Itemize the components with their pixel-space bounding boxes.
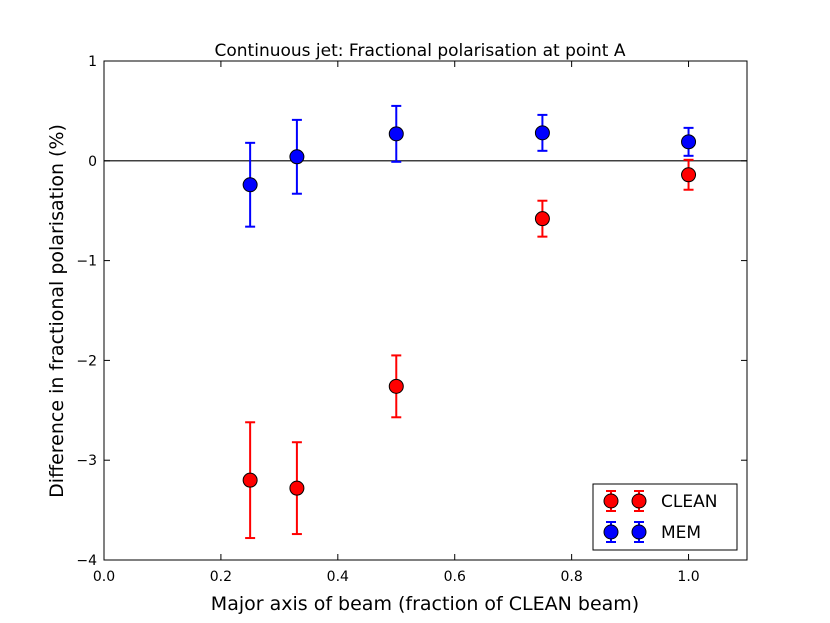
mem-data-point [388, 126, 404, 142]
legend-box [592, 483, 738, 551]
y-tick-label: 0 [88, 154, 97, 170]
clean-legend-marker [631, 493, 647, 509]
clean-legend-label: CLEAN [661, 492, 717, 512]
y-tick-label: −4 [76, 553, 97, 569]
x-tick-label: 0.2 [210, 569, 232, 585]
x-tick-label: 0.8 [561, 569, 583, 585]
chart-title: Continuous jet: Fractional polarisation … [215, 41, 626, 61]
y-tick-label: 1 [88, 54, 97, 70]
mem-data-point [681, 134, 697, 150]
y-tick-label: −2 [76, 353, 97, 369]
y-tick-label: −3 [76, 453, 97, 469]
mem-legend-label: MEM [661, 523, 701, 543]
clean-data-point [242, 472, 258, 488]
mem-legend-marker [631, 524, 647, 540]
x-tick-label: 0.4 [327, 569, 349, 585]
clean-data-point [289, 480, 305, 496]
mem-data-point [289, 149, 305, 165]
legend: CLEAN MEM [592, 483, 738, 551]
y-tick-label: −1 [76, 254, 97, 270]
clean-legend-marker [603, 493, 619, 509]
plot-frame [103, 60, 748, 561]
mem-data-point [534, 125, 550, 141]
clean-data-point [534, 211, 550, 227]
y-axis-label: Difference in fractional polarisation (%… [46, 124, 68, 498]
x-tick-label: 0.6 [444, 569, 466, 585]
x-tick-label: 1.0 [677, 569, 699, 585]
mem-legend-marker [603, 524, 619, 540]
clean-data-point [388, 378, 404, 394]
x-axis-label: Major axis of beam (fraction of CLEAN be… [211, 593, 639, 615]
x-tick-label: 0.0 [93, 569, 115, 585]
clean-data-point [681, 167, 697, 183]
mem-data-point [242, 177, 258, 193]
